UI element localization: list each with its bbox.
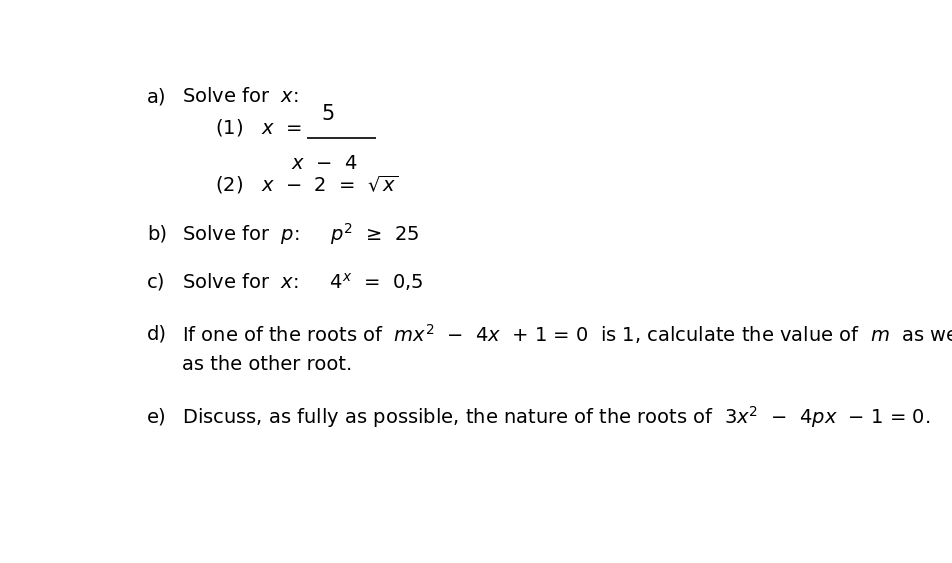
Text: Solve for  $x$:     $4^x$  =  0,5: Solve for $x$: $4^x$ = 0,5 [182, 271, 423, 293]
Text: e): e) [147, 408, 167, 427]
Text: Discuss, as fully as possible, the nature of the roots of  $3x^2$  −  4$px$  − 1: Discuss, as fully as possible, the natur… [182, 404, 929, 430]
Text: $x$  −  4: $x$ − 4 [291, 154, 357, 173]
Text: a): a) [147, 87, 167, 106]
Text: d): d) [147, 325, 167, 343]
Text: 5: 5 [321, 104, 334, 124]
Text: (1)   $x$  =: (1) $x$ = [215, 117, 302, 138]
Text: b): b) [147, 225, 167, 244]
Text: (2)   $x$  −  2  =  $\sqrt{x}$: (2) $x$ − 2 = $\sqrt{x}$ [215, 173, 398, 196]
Text: Solve for  $p$:     $p^2$  ≥  25: Solve for $p$: $p^2$ ≥ 25 [182, 221, 419, 247]
Text: as the other root.: as the other root. [182, 355, 352, 374]
Text: If one of the roots of  $mx^2$  −  4$x$  + 1 = 0  is 1, calculate the value of  : If one of the roots of $mx^2$ − 4$x$ + 1… [182, 322, 952, 346]
Text: Solve for  $x$:: Solve for $x$: [182, 87, 298, 106]
Text: c): c) [147, 272, 166, 292]
